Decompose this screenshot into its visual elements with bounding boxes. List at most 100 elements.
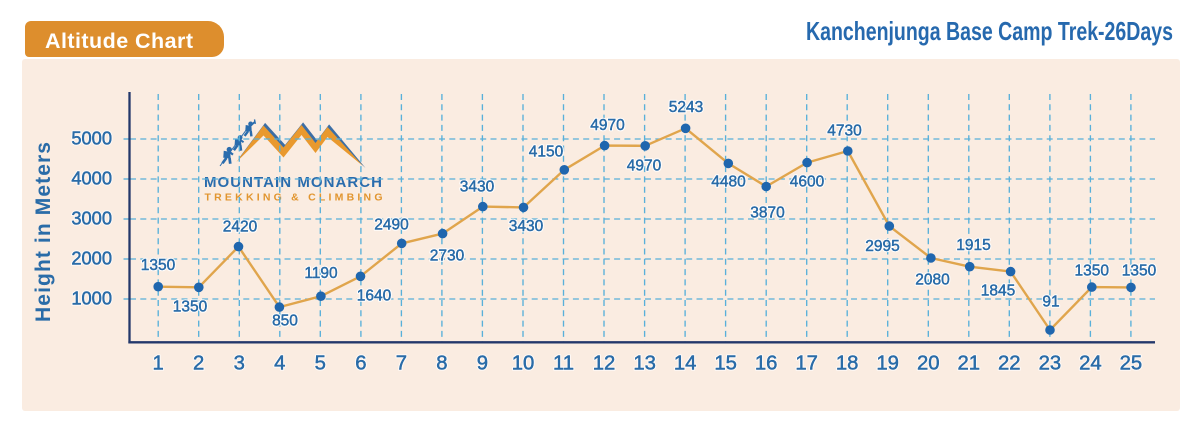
svg-text:15: 15 — [714, 352, 737, 374]
svg-text:12: 12 — [593, 352, 616, 374]
svg-text:3000: 3000 — [71, 208, 112, 229]
svg-text:14: 14 — [674, 352, 697, 374]
svg-text:5: 5 — [315, 352, 326, 374]
svg-text:1350: 1350 — [141, 257, 176, 274]
svg-text:2420: 2420 — [223, 218, 258, 235]
svg-text:22: 22 — [998, 352, 1021, 374]
svg-text:91: 91 — [1042, 293, 1059, 310]
svg-text:3: 3 — [234, 352, 245, 374]
svg-text:13: 13 — [633, 352, 656, 374]
svg-text:3000: 3000 — [71, 208, 112, 229]
svg-text:1: 1 — [153, 352, 164, 374]
svg-text:3430: 3430 — [460, 178, 495, 195]
svg-text:4150: 4150 — [529, 143, 564, 160]
svg-text:1350: 1350 — [173, 298, 208, 315]
svg-text:6: 6 — [355, 352, 366, 374]
svg-text:3870: 3870 — [750, 204, 785, 221]
svg-text:1350: 1350 — [1075, 262, 1110, 279]
svg-text:4970: 4970 — [627, 157, 662, 174]
svg-text:2000: 2000 — [71, 248, 112, 269]
svg-text:21: 21 — [958, 352, 981, 374]
svg-text:4730: 4730 — [827, 122, 862, 139]
svg-text:6: 6 — [355, 352, 366, 374]
svg-text:MOUNTAIN MONARCH: MOUNTAIN MONARCH — [204, 174, 382, 191]
svg-text:4480: 4480 — [711, 173, 746, 190]
svg-text:1915: 1915 — [956, 237, 990, 254]
svg-text:15: 15 — [714, 352, 737, 374]
svg-text:1000: 1000 — [71, 288, 112, 309]
svg-text:1190: 1190 — [304, 265, 338, 282]
svg-text:1640: 1640 — [357, 287, 392, 304]
svg-text:18: 18 — [836, 352, 859, 374]
svg-text:16: 16 — [755, 352, 778, 374]
svg-text:19: 19 — [876, 352, 899, 374]
svg-text:4000: 4000 — [71, 168, 112, 189]
svg-text:2000: 2000 — [71, 248, 112, 269]
svg-text:2080: 2080 — [915, 271, 950, 288]
svg-text:1845: 1845 — [981, 282, 1015, 299]
svg-text:5000: 5000 — [71, 128, 112, 149]
svg-text:5243: 5243 — [669, 99, 703, 116]
svg-text:24: 24 — [1079, 352, 1102, 374]
svg-text:2: 2 — [193, 352, 204, 374]
svg-text:22: 22 — [998, 352, 1021, 374]
svg-text:7: 7 — [396, 352, 407, 374]
svg-text:4970: 4970 — [627, 157, 662, 174]
svg-text:1: 1 — [153, 352, 164, 374]
svg-text:4150: 4150 — [529, 143, 564, 160]
svg-text:2490: 2490 — [374, 216, 409, 233]
svg-text:Altitude Chart: Altitude Chart — [45, 29, 193, 53]
svg-text:2080: 2080 — [915, 271, 950, 288]
svg-text:2995: 2995 — [865, 238, 899, 255]
svg-text:4480: 4480 — [711, 173, 746, 190]
svg-text:3430: 3430 — [509, 218, 544, 235]
svg-text:8: 8 — [436, 352, 447, 374]
svg-text:1350: 1350 — [141, 257, 176, 274]
svg-text:2: 2 — [193, 352, 204, 374]
svg-text:16: 16 — [755, 352, 778, 374]
svg-text:14: 14 — [674, 352, 697, 374]
svg-text:12: 12 — [593, 352, 616, 374]
svg-text:1640: 1640 — [357, 287, 392, 304]
svg-text:4600: 4600 — [790, 173, 825, 190]
svg-text:5000: 5000 — [71, 128, 112, 149]
svg-text:2730: 2730 — [430, 247, 465, 264]
svg-text:2490: 2490 — [374, 216, 409, 233]
svg-text:4: 4 — [274, 352, 285, 374]
svg-text:10: 10 — [512, 352, 535, 374]
svg-text:5243: 5243 — [669, 99, 703, 116]
svg-text:8: 8 — [436, 352, 447, 374]
svg-text:5: 5 — [315, 352, 326, 374]
svg-text:9: 9 — [477, 352, 488, 374]
svg-text:21: 21 — [958, 352, 981, 374]
svg-text:4: 4 — [274, 352, 285, 374]
svg-text:2730: 2730 — [430, 247, 465, 264]
svg-text:1190: 1190 — [304, 265, 338, 282]
svg-text:13: 13 — [633, 352, 656, 374]
svg-text:4970: 4970 — [590, 117, 625, 134]
svg-text:1350: 1350 — [173, 298, 208, 315]
svg-text:1000: 1000 — [71, 288, 112, 309]
svg-text:3430: 3430 — [460, 178, 495, 195]
svg-text:19: 19 — [876, 352, 899, 374]
svg-text:25: 25 — [1120, 352, 1143, 374]
svg-text:18: 18 — [836, 352, 859, 374]
svg-text:3870: 3870 — [750, 204, 785, 221]
svg-text:Kanchenjunga Base Camp Trek-26: Kanchenjunga Base Camp Trek-26Days — [806, 16, 1173, 46]
svg-text:Height in Meters: Height in Meters — [32, 142, 55, 322]
svg-text:11: 11 — [553, 352, 574, 374]
svg-text:20: 20 — [917, 352, 940, 374]
svg-text:4600: 4600 — [790, 173, 825, 190]
svg-text:23: 23 — [1039, 352, 1062, 374]
svg-text:850: 850 — [272, 312, 298, 329]
svg-text:850: 850 — [272, 312, 298, 329]
svg-text:1350: 1350 — [1122, 262, 1157, 279]
svg-text:4970: 4970 — [590, 117, 625, 134]
svg-text:23: 23 — [1039, 352, 1062, 374]
svg-text:3: 3 — [234, 352, 245, 374]
svg-text:25: 25 — [1120, 352, 1143, 374]
svg-text:10: 10 — [512, 352, 535, 374]
svg-text:4730: 4730 — [827, 122, 862, 139]
svg-text:1350: 1350 — [1122, 262, 1157, 279]
svg-text:7: 7 — [396, 352, 407, 374]
